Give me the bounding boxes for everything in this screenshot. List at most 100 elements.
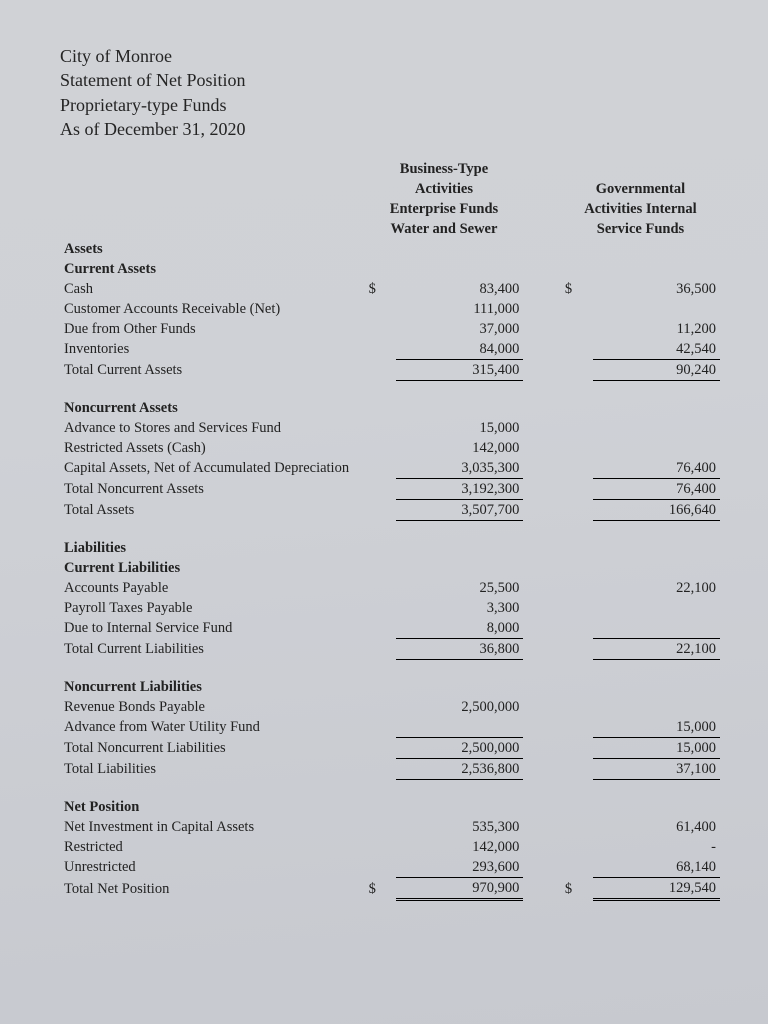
section-net-position: Net Position [60,797,365,817]
value-col2 [593,418,720,438]
row-inventories: Inventories 84,000 42,540 [60,339,720,360]
row-unrestricted: Unrestricted 293,600 68,140 [60,857,720,878]
title-block: City of Monroe Statement of Net Position… [60,44,720,141]
row-total-assets: Total Assets 3,507,700 166,640 [60,500,720,521]
section-liabilities: Liabilities [60,538,365,558]
title-line-1: City of Monroe [60,44,720,68]
title-line-3: Proprietary-type Funds [60,93,720,117]
row-advance-from-water: Advance from Water Utility Fund 15,000 [60,717,720,738]
value-col1: 3,192,300 [396,479,523,500]
row-total-noncurrent-assets: Total Noncurrent Assets 3,192,300 76,400 [60,479,720,500]
col1-head-l4: Water and Sewer [365,219,524,239]
value-col1: 535,300 [396,817,523,837]
label: Advance from Water Utility Fund [60,717,365,738]
value-col2: 68,140 [593,857,720,878]
label: Unrestricted [60,857,365,878]
row-total-noncurrent-liabilities: Total Noncurrent Liabilities 2,500,000 1… [60,738,720,759]
label: Total Assets [60,500,365,521]
value-col1: 970,900 [396,878,523,900]
value-col1: 25,500 [396,578,523,598]
section-assets: Assets [60,239,365,259]
value-col2 [593,598,720,618]
value-col1: 142,000 [396,438,523,458]
value-col2: 76,400 [593,458,720,479]
value-col1 [396,717,523,738]
label: Total Net Position [60,878,365,900]
value-col2: 22,100 [593,578,720,598]
currency-sym: $ [365,279,397,299]
value-col1: 142,000 [396,837,523,857]
value-col1: 36,800 [396,639,523,660]
value-col2 [593,438,720,458]
row-advance-stores: Advance to Stores and Services Fund 15,0… [60,418,720,438]
row-customer-ar: Customer Accounts Receivable (Net) 111,0… [60,299,720,319]
section-noncurrent-liabilities: Noncurrent Liabilities [60,677,365,697]
value-col2 [593,299,720,319]
label: Total Noncurrent Liabilities [60,738,365,759]
value-col2: 166,640 [593,500,720,521]
label: Due to Internal Service Fund [60,618,365,639]
value-col1: 15,000 [396,418,523,438]
label: Inventories [60,339,365,360]
section-current-assets: Current Assets [60,259,365,279]
currency-sym: $ [561,279,593,299]
row-cash: Cash $ 83,400 $ 36,500 [60,279,720,299]
col1-head-l2: Activities [365,179,524,199]
label: Net Investment in Capital Assets [60,817,365,837]
label: Capital Assets, Net of Accumulated Depre… [60,458,365,479]
value-col2 [593,618,720,639]
col2-head-l3: Service Funds [561,219,720,239]
value-col1: 2,500,000 [396,697,523,717]
row-total-current-assets: Total Current Assets 315,400 90,240 [60,360,720,381]
value-col2: 37,100 [593,759,720,780]
value-col2 [593,697,720,717]
row-restricted-assets-cash: Restricted Assets (Cash) 142,000 [60,438,720,458]
value-col2: 42,540 [593,339,720,360]
row-payroll-taxes-payable: Payroll Taxes Payable 3,300 [60,598,720,618]
currency-sym: $ [365,878,397,900]
value-col2: 90,240 [593,360,720,381]
title-line-2: Statement of Net Position [60,68,720,92]
value-col1: 37,000 [396,319,523,339]
label: Restricted Assets (Cash) [60,438,365,458]
label: Cash [60,279,365,299]
row-accounts-payable: Accounts Payable 25,500 22,100 [60,578,720,598]
label: Advance to Stores and Services Fund [60,418,365,438]
col1-head-l3: Enterprise Funds [365,199,524,219]
value-col1: 83,400 [396,279,523,299]
value-col1: 2,500,000 [396,738,523,759]
value-col2: - [593,837,720,857]
label: Total Liabilities [60,759,365,780]
section-current-liabilities: Current Liabilities [60,558,365,578]
row-total-liabilities: Total Liabilities 2,536,800 37,100 [60,759,720,780]
value-col1: 3,507,700 [396,500,523,521]
label: Restricted [60,837,365,857]
label: Customer Accounts Receivable (Net) [60,299,365,319]
value-col2: 61,400 [593,817,720,837]
value-col1: 293,600 [396,857,523,878]
row-due-from-other-funds: Due from Other Funds 37,000 11,200 [60,319,720,339]
title-line-4: As of December 31, 2020 [60,117,720,141]
value-col2: 129,540 [593,878,720,900]
label: Payroll Taxes Payable [60,598,365,618]
col2-head-l1: Governmental [561,179,720,199]
label: Accounts Payable [60,578,365,598]
label: Revenue Bonds Payable [60,697,365,717]
value-col1: 8,000 [396,618,523,639]
section-noncurrent-assets: Noncurrent Assets [60,398,365,418]
row-revenue-bonds: Revenue Bonds Payable 2,500,000 [60,697,720,717]
value-col2: 36,500 [593,279,720,299]
label: Total Noncurrent Assets [60,479,365,500]
value-col2: 15,000 [593,717,720,738]
row-due-to-isf: Due to Internal Service Fund 8,000 [60,618,720,639]
value-col2: 76,400 [593,479,720,500]
col1-head-l1: Business-Type [365,159,524,179]
col2-head-l2: Activities Internal [561,199,720,219]
financial-statement-table: Business-Type Activities Governmental En… [60,159,720,901]
value-col2: 15,000 [593,738,720,759]
value-col2: 22,100 [593,639,720,660]
label: Due from Other Funds [60,319,365,339]
row-net-investment-capital-assets: Net Investment in Capital Assets 535,300… [60,817,720,837]
value-col1: 3,035,300 [396,458,523,479]
value-col1: 84,000 [396,339,523,360]
